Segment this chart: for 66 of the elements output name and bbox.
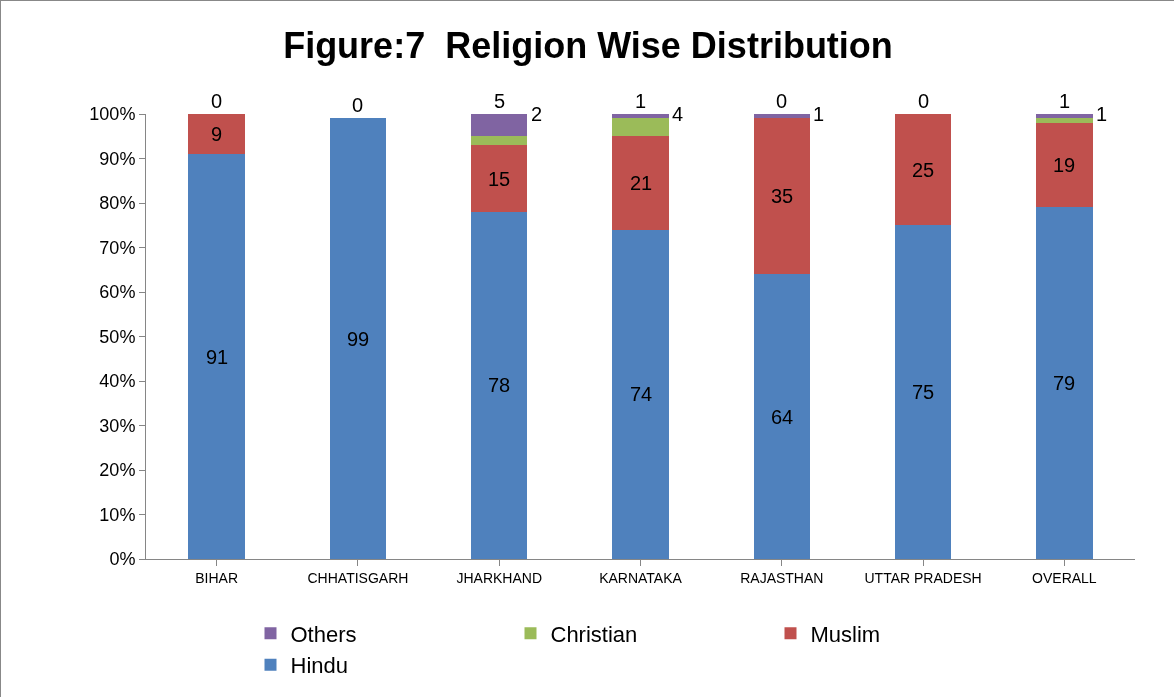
x-tick-label: BIHAR <box>195 569 239 586</box>
data-label: 1 <box>1096 103 1108 125</box>
data-label: 5 <box>494 90 506 112</box>
data-label: 4 <box>672 103 684 125</box>
y-tick-label: 80% <box>99 193 136 214</box>
bar <box>470 114 528 137</box>
x-tick-label: KARNATAKA <box>599 569 683 586</box>
y-tick-label: 50% <box>99 326 136 347</box>
legend-label: Hindu <box>290 653 348 679</box>
bar <box>612 136 669 230</box>
legend-label: Christian <box>550 621 638 647</box>
data-label: 21 <box>630 172 653 194</box>
data-label: 0 <box>776 90 788 112</box>
y-tick-label: 30% <box>99 415 136 436</box>
bar <box>612 118 669 137</box>
bar <box>470 211 528 559</box>
bar <box>612 114 669 119</box>
data-label: 78 <box>488 374 511 396</box>
data-label: 35 <box>771 185 794 207</box>
data-label: 64 <box>771 406 794 428</box>
data-label: 75 <box>912 381 935 403</box>
y-tick-label: 70% <box>99 237 136 258</box>
data-label: 0 <box>352 94 364 116</box>
y-tick-label: 10% <box>99 504 136 525</box>
legend-label: Muslim <box>810 621 881 647</box>
data-label: 1 <box>1059 90 1071 112</box>
data-label: 0 <box>918 90 930 112</box>
bar <box>894 225 952 559</box>
bar <box>753 118 811 275</box>
data-label: 9 <box>211 123 223 145</box>
bar <box>188 114 245 155</box>
x-tick-label: JHARKHAND <box>456 569 542 586</box>
chart-title: Figure:7 Religion Wise Distribution <box>283 24 893 66</box>
x-tick-label: OVERALL <box>1032 569 1097 586</box>
bar <box>1036 122 1093 208</box>
bar <box>612 229 669 559</box>
bar <box>1036 207 1093 559</box>
data-label: 0 <box>211 90 223 112</box>
y-tick-label: 100% <box>89 104 136 125</box>
y-tick-label: 0% <box>109 549 136 570</box>
bar <box>329 118 387 559</box>
data-label: 19 <box>1053 154 1076 176</box>
bar <box>894 114 952 226</box>
legend-label: Others <box>290 621 357 647</box>
y-tick-label: 20% <box>99 460 136 481</box>
bar <box>1036 114 1093 119</box>
bar <box>753 274 811 559</box>
bar <box>1036 118 1093 123</box>
y-tick-label: 60% <box>99 282 136 303</box>
bar <box>188 154 245 559</box>
data-label: 74 <box>630 383 653 405</box>
data-label: 91 <box>206 346 229 368</box>
x-tick-label: RAJASTHAN <box>740 569 824 586</box>
data-label: 25 <box>912 159 935 181</box>
data-label: 99 <box>347 328 370 350</box>
x-tick-label: CHHATISGARH <box>307 569 409 586</box>
bar <box>470 145 528 212</box>
x-tick-label: UTTAR PRADESH <box>864 569 982 586</box>
data-label: 1 <box>635 90 647 112</box>
y-tick-label: 90% <box>99 148 136 169</box>
bar <box>470 136 528 146</box>
data-label: 15 <box>488 168 511 190</box>
data-label: 1 <box>813 103 825 125</box>
y-tick-label: 40% <box>99 371 136 392</box>
data-label: 2 <box>531 103 543 125</box>
data-label: 79 <box>1053 372 1076 394</box>
